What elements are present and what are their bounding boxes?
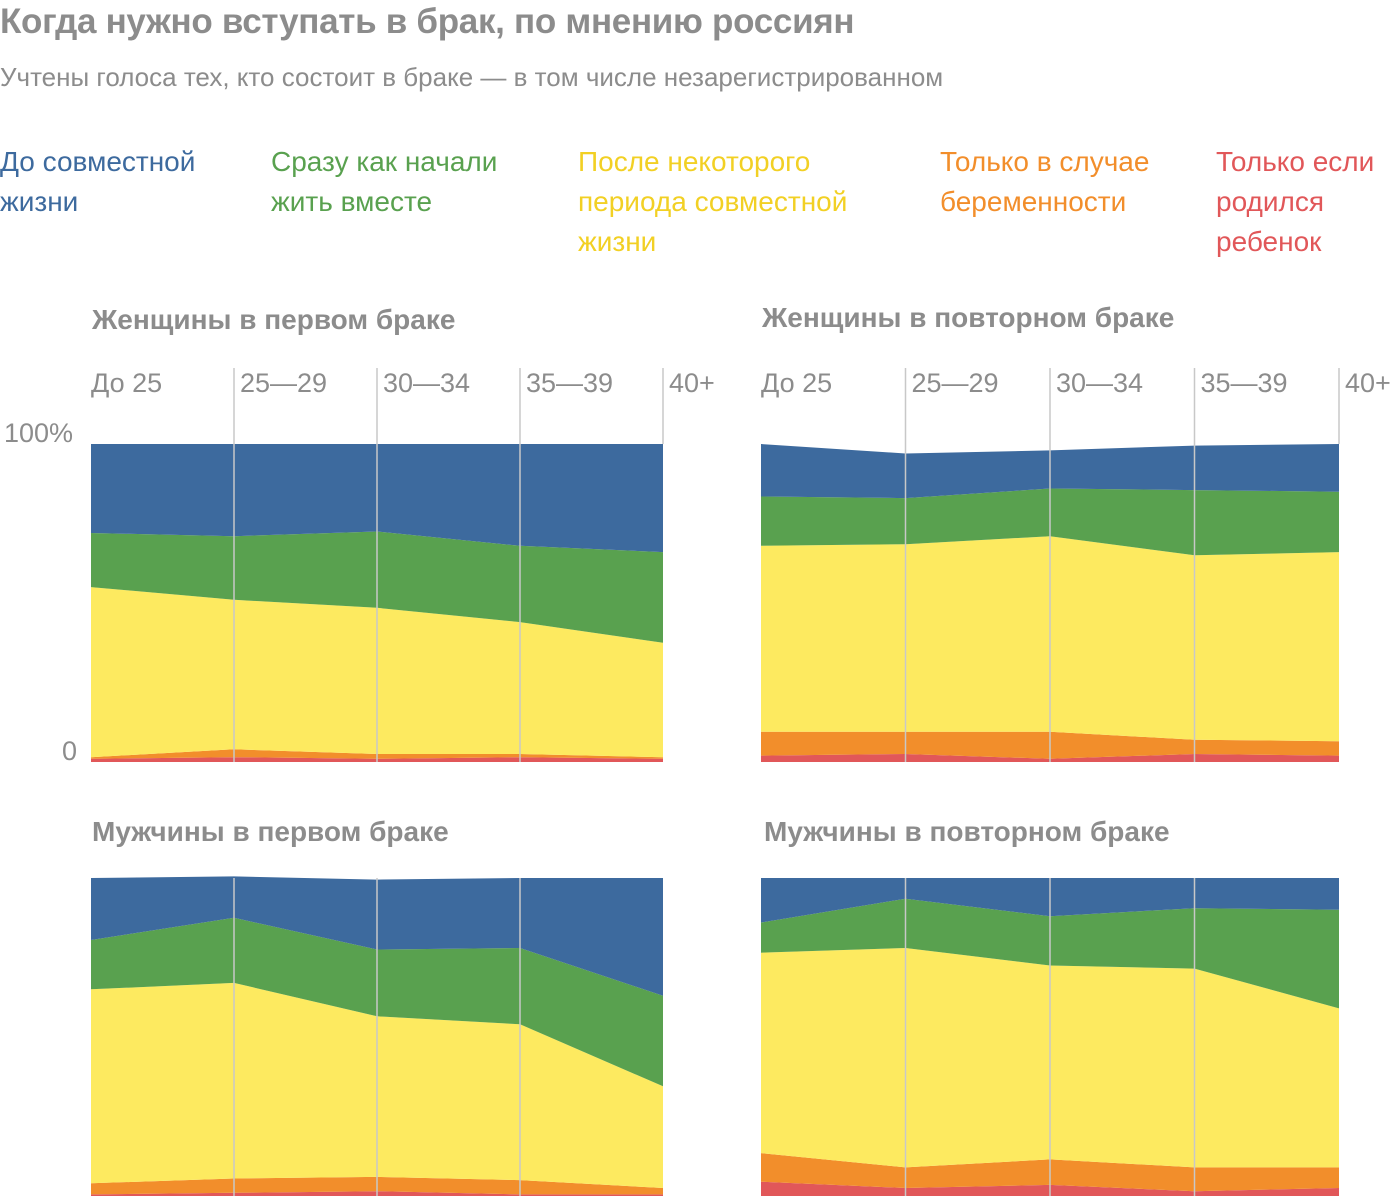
- panel-title-women-first: Женщины в первом браке: [92, 304, 456, 335]
- legend-item-after-cohabitation: После некоторого периода совместной жизн…: [578, 146, 848, 257]
- tick-label-women-first-2: 30—34: [383, 368, 470, 398]
- chart-subtitle: Учтены голоса тех, кто состоит в браке —…: [0, 62, 944, 92]
- tick-label-women-repeat-0: До 25: [761, 368, 832, 398]
- legend-item-child-born: Только если родился ребенок: [1216, 146, 1375, 257]
- panel-title-women-repeat: Женщины в повторном браке: [762, 302, 1175, 333]
- tick-label-women-first-0: До 25: [91, 368, 162, 398]
- legend-item-before-cohabitation: До совместной жизни: [0, 146, 196, 217]
- ytick-label-100: 100%: [4, 418, 73, 448]
- tick-label-women-first-4: 40+: [669, 368, 715, 398]
- tick-label-women-repeat-3: 35—39: [1201, 368, 1288, 398]
- chart-title: Когда нужно вступать в брак, по мнению р…: [0, 2, 855, 41]
- tick-label-women-first-3: 35—39: [526, 368, 613, 398]
- tick-label-women-repeat-4: 40+: [1345, 368, 1391, 398]
- legend-item-start-cohabitation: Сразу как начали жить вместе: [271, 146, 498, 217]
- legend-item-pregnancy: Только в случае беременности: [940, 146, 1150, 217]
- tick-label-women-first-1: 25—29: [240, 368, 327, 398]
- tick-label-women-repeat-1: 25—29: [912, 368, 999, 398]
- ytick-label-0: 0: [62, 736, 77, 766]
- tick-label-women-repeat-2: 30—34: [1056, 368, 1143, 398]
- panel-title-men-repeat: Мужчины в повторном браке: [764, 816, 1170, 847]
- panel-title-men-first: Мужчины в первом браке: [92, 816, 449, 847]
